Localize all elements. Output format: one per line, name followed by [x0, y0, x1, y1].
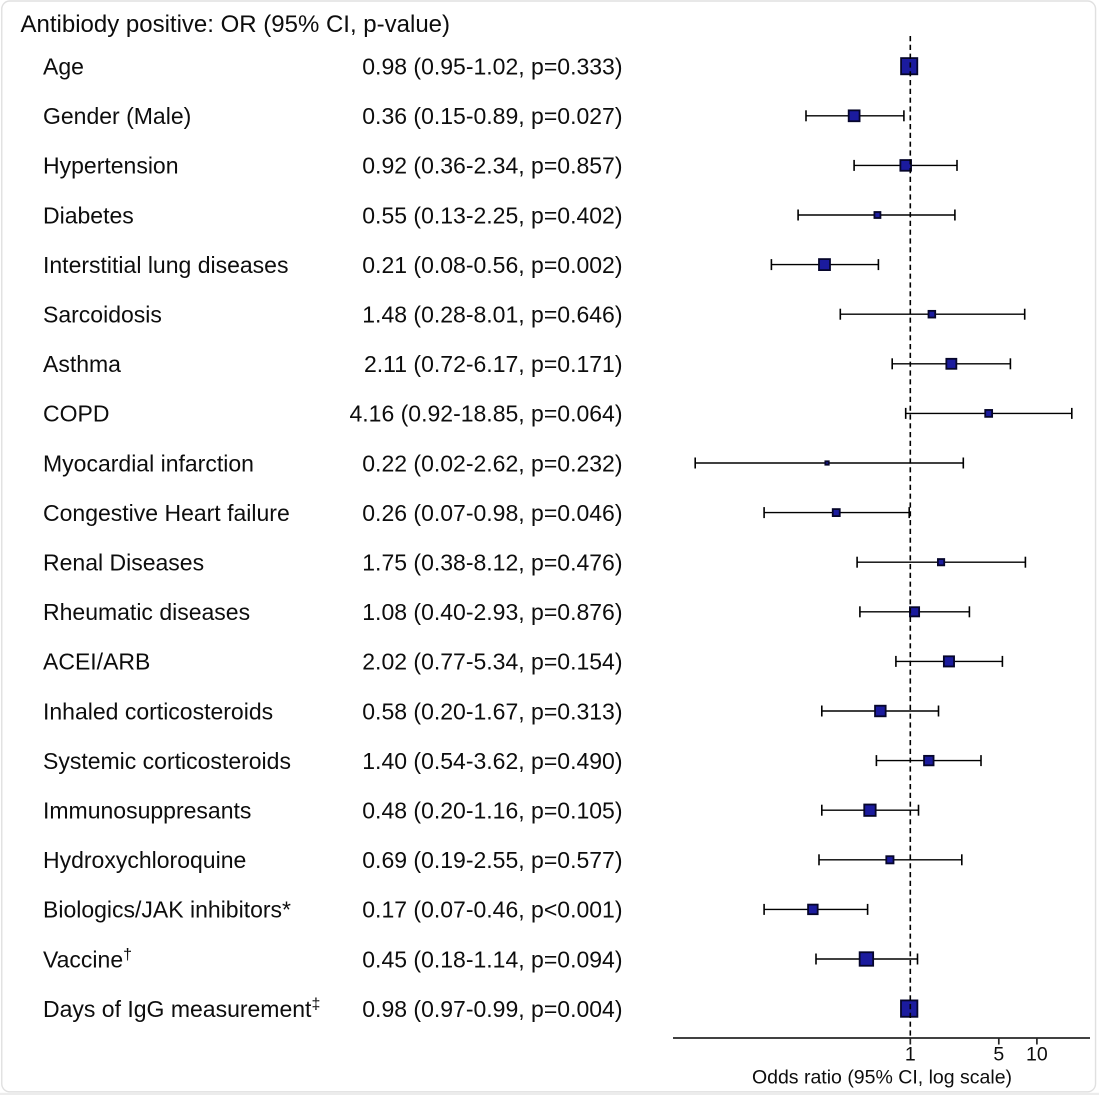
svg-text:1.48 (0.28-8.01, p=0.646): 1.48 (0.28-8.01, p=0.646) [362, 302, 622, 328]
svg-text:Odds ratio (95% CI, log scale): Odds ratio (95% CI, log scale) [752, 1067, 1012, 1089]
svg-text:Hypertension: Hypertension [43, 153, 179, 179]
svg-text:Interstitial lung diseases: Interstitial lung diseases [43, 252, 288, 278]
svg-text:Myocardial infarction: Myocardial infarction [43, 450, 254, 476]
svg-text:0.45 (0.18-1.14, p=0.094): 0.45 (0.18-1.14, p=0.094) [362, 946, 622, 972]
svg-text:5: 5 [993, 1044, 1004, 1066]
svg-text:Diabetes: Diabetes [43, 202, 134, 228]
svg-text:0.36 (0.15-0.89, p=0.027): 0.36 (0.15-0.89, p=0.027) [362, 103, 622, 129]
svg-text:Age: Age [43, 54, 84, 80]
svg-text:0.21 (0.08-0.56, p=0.002): 0.21 (0.08-0.56, p=0.002) [362, 252, 622, 278]
svg-text:Inhaled corticosteroids: Inhaled corticosteroids [43, 698, 273, 724]
svg-text:0.22 (0.02-2.62, p=0.232): 0.22 (0.02-2.62, p=0.232) [362, 450, 622, 476]
svg-text:Biologics/JAK inhibitors*: Biologics/JAK inhibitors* [43, 897, 291, 923]
svg-text:1: 1 [905, 1044, 916, 1066]
svg-text:Hydroxychloroquine: Hydroxychloroquine [43, 847, 246, 873]
svg-text:Immunosuppresants: Immunosuppresants [43, 798, 251, 824]
svg-text:Antibiody positive: OR (95% CI: Antibiody positive: OR (95% CI, p-value) [21, 11, 451, 38]
svg-text:2.11 (0.72-6.17, p=0.171): 2.11 (0.72-6.17, p=0.171) [364, 351, 623, 377]
svg-text:2.02 (0.77-5.34, p=0.154): 2.02 (0.77-5.34, p=0.154) [362, 649, 622, 675]
svg-text:Vaccine†: Vaccine† [43, 946, 132, 972]
svg-text:Congestive Heart failure: Congestive Heart failure [43, 500, 290, 526]
svg-text:4.16 (0.92-18.85, p=0.064): 4.16 (0.92-18.85, p=0.064) [349, 401, 622, 427]
svg-text:ACEI/ARB: ACEI/ARB [43, 649, 150, 675]
svg-text:Systemic corticosteroids: Systemic corticosteroids [43, 748, 291, 774]
svg-text:0.98 (0.97-0.99, p=0.004): 0.98 (0.97-0.99, p=0.004) [362, 996, 622, 1022]
svg-text:1.40 (0.54-3.62, p=0.490): 1.40 (0.54-3.62, p=0.490) [362, 748, 622, 774]
svg-text:1.75 (0.38-8.12, p=0.476): 1.75 (0.38-8.12, p=0.476) [362, 550, 622, 576]
svg-text:0.17 (0.07-0.46, p<0.001): 0.17 (0.07-0.46, p<0.001) [362, 897, 622, 923]
svg-text:Gender (Male): Gender (Male) [43, 103, 191, 129]
svg-text:Sarcoidosis: Sarcoidosis [43, 302, 162, 328]
svg-text:0.58 (0.20-1.67, p=0.313): 0.58 (0.20-1.67, p=0.313) [362, 698, 622, 724]
svg-text:0.98 (0.95-1.02, p=0.333): 0.98 (0.95-1.02, p=0.333) [362, 54, 622, 80]
svg-text:1.08 (0.40-2.93, p=0.876): 1.08 (0.40-2.93, p=0.876) [362, 599, 622, 625]
svg-text:0.55 (0.13-2.25, p=0.402): 0.55 (0.13-2.25, p=0.402) [362, 202, 622, 228]
svg-text:Asthma: Asthma [43, 351, 121, 377]
svg-text:0.26 (0.07-0.98, p=0.046): 0.26 (0.07-0.98, p=0.046) [362, 500, 622, 526]
svg-text:Renal Diseases: Renal Diseases [43, 550, 204, 576]
svg-text:0.69 (0.19-2.55, p=0.577): 0.69 (0.19-2.55, p=0.577) [362, 847, 622, 873]
svg-text:0.92 (0.36-2.34, p=0.857): 0.92 (0.36-2.34, p=0.857) [362, 153, 622, 179]
svg-text:0.48 (0.20-1.16, p=0.105): 0.48 (0.20-1.16, p=0.105) [362, 798, 622, 824]
svg-text:10: 10 [1026, 1044, 1048, 1066]
svg-text:Days of IgG measurement‡: Days of IgG measurement‡ [43, 996, 320, 1022]
svg-text:COPD: COPD [43, 401, 109, 427]
svg-text:Rheumatic diseases: Rheumatic diseases [43, 599, 250, 625]
